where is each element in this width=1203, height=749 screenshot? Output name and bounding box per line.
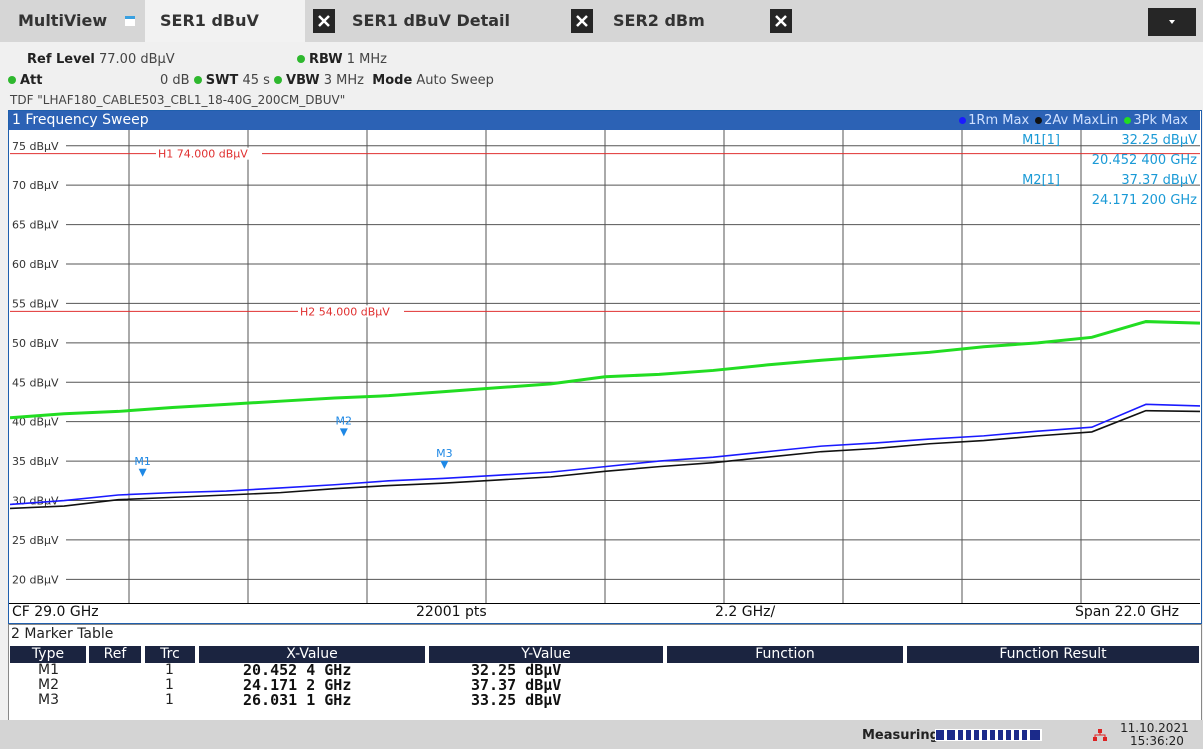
cell-y: 37.37 dBµV <box>471 676 562 694</box>
readout-name: M2[1] <box>1022 173 1060 188</box>
marker <box>440 460 449 469</box>
marker-label: M1 <box>134 455 151 468</box>
y-tick-label: 70 dBµV <box>12 179 59 192</box>
cell-x: 26.031 1 GHz <box>243 691 352 709</box>
y-tick-label: 45 dBµV <box>12 376 59 389</box>
status-text: Measuring... <box>862 728 954 743</box>
trace <box>10 409 1200 510</box>
cell-x: 24.171 2 GHz <box>243 676 352 694</box>
tab[interactable]: SER1 dBuV <box>160 11 259 30</box>
readout-freq: 20.452 400 GHz <box>1092 153 1197 168</box>
column-header: Ref <box>89 646 141 663</box>
legend-swatch <box>1035 117 1043 124</box>
column-header: Y-Value <box>429 646 663 663</box>
legend-entry: 2Av MaxLin <box>1035 113 1118 128</box>
footer-points: 22001 pts <box>416 604 487 620</box>
column-header: X-Value <box>199 646 425 663</box>
footer-div: 2.2 GHz/ <box>715 604 776 620</box>
marker-label: M3 <box>436 447 453 460</box>
cell-type: M2 <box>38 677 59 693</box>
y-tick-label: 65 dBµV <box>12 219 59 232</box>
y-tick-label: 40 dBµV <box>12 416 59 429</box>
menu-dropdown[interactable] <box>1148 8 1196 36</box>
column-header: Type <box>10 646 86 663</box>
column-header: Function <box>667 646 903 663</box>
readout-name: M1[1] <box>1022 133 1060 148</box>
diagram-header: 1 Frequency Sweep 1Rm Max 2Av MaxLin 3Pk Ma… <box>9 111 1200 130</box>
limit-label-bg <box>156 147 262 160</box>
cell-trc: 1 <box>165 677 174 693</box>
y-tick-label: 55 dBµV <box>12 297 59 310</box>
plot: 75 dBµV 70 dBµV 65 dBµV 60 dBµV 55 dBµV 50 dB… <box>10 130 1200 603</box>
cell-type: M1 <box>38 662 59 678</box>
close-tab[interactable] <box>770 9 792 33</box>
cell-y: 32.25 dBµV <box>471 661 562 679</box>
status-bar: Measuring... 11.10.2021 15:36:20 <box>0 720 1203 749</box>
marker-label: M2 <box>336 414 353 427</box>
y-tick-label: 20 dBµV <box>12 573 59 586</box>
readout-value: 32.25 dBµV <box>1121 133 1197 148</box>
footer-cf: CF 29.0 GHz <box>12 604 99 620</box>
cell-x: 20.452 4 GHz <box>243 661 352 679</box>
transducer: TDF "LHAF180_CABLE503_CBL1_18-40G_200CM_… <box>10 93 346 107</box>
y-tick-label: 50 dBµV <box>12 337 59 350</box>
legend-label: 3Pk Max <box>1133 113 1188 128</box>
limit-label-bg <box>298 305 404 318</box>
legend-entry: 3Pk Max <box>1124 113 1188 128</box>
limit-label: H1 74.000 dBµV <box>158 148 248 161</box>
column-header: Function Result <box>907 646 1199 663</box>
setting: 0 dB SWT 45 s VBW 3 MHz Mode Auto Sweep <box>160 73 494 88</box>
status-time: 15:36:20 <box>1130 734 1184 748</box>
y-tick-label: 60 dBµV <box>12 258 59 271</box>
legend-swatch <box>959 117 967 124</box>
close-tab[interactable] <box>571 9 593 33</box>
status-date: 11.10.2021 <box>1120 721 1189 735</box>
network-icon <box>1093 729 1107 741</box>
cell-trc: 1 <box>165 692 174 708</box>
marker-table <box>8 624 1202 721</box>
plot-bottom <box>9 603 1200 604</box>
cell-y: 33.25 dBµV <box>471 691 562 709</box>
tab-bar: MultiView SER1 dBuV SER1 dBuV Detail SER… <box>0 0 1203 42</box>
tab[interactable]: SER1 dBuV Detail <box>352 11 511 30</box>
trace <box>10 320 1200 420</box>
cell-trc: 1 <box>165 662 174 678</box>
setting: RBW 1 MHz <box>297 52 387 67</box>
legend-label: 2Av MaxLin <box>1044 113 1119 128</box>
y-tick-label: 30 dBµV <box>12 495 59 508</box>
legend-label: 1Rm Max <box>968 113 1030 128</box>
trace <box>10 403 1200 506</box>
y-tick-label: 25 dBµV <box>12 534 59 547</box>
progress <box>935 729 1042 741</box>
marker <box>339 428 348 437</box>
footer-span: Span 22.0 GHz <box>1075 604 1180 620</box>
tab[interactable]: SER2 dBm <box>613 11 705 30</box>
close-tab[interactable] <box>313 9 335 33</box>
setting: Ref Level 77.00 dBµV <box>27 52 175 67</box>
column-header: Trc <box>145 646 195 663</box>
cell-type: M3 <box>38 692 59 708</box>
setting: Att <box>8 73 43 88</box>
legend-swatch <box>1124 117 1132 124</box>
readout-freq: 24.171 200 GHz <box>1092 193 1197 208</box>
legend-entry: 1Rm Max <box>959 113 1029 128</box>
readout-value: 37.37 dBµV <box>1121 173 1197 188</box>
multiview-icon <box>125 16 135 26</box>
y-tick-label: 35 dBµV <box>12 455 59 468</box>
app-name[interactable]: MultiView <box>18 11 108 30</box>
marker <box>138 468 147 477</box>
marker-table-title: 2 Marker Table <box>11 626 114 642</box>
y-tick-label: 75 dBµV <box>12 140 59 153</box>
limit-label: H2 54.000 dBµV <box>300 305 390 318</box>
active-tab-bg <box>145 0 305 42</box>
